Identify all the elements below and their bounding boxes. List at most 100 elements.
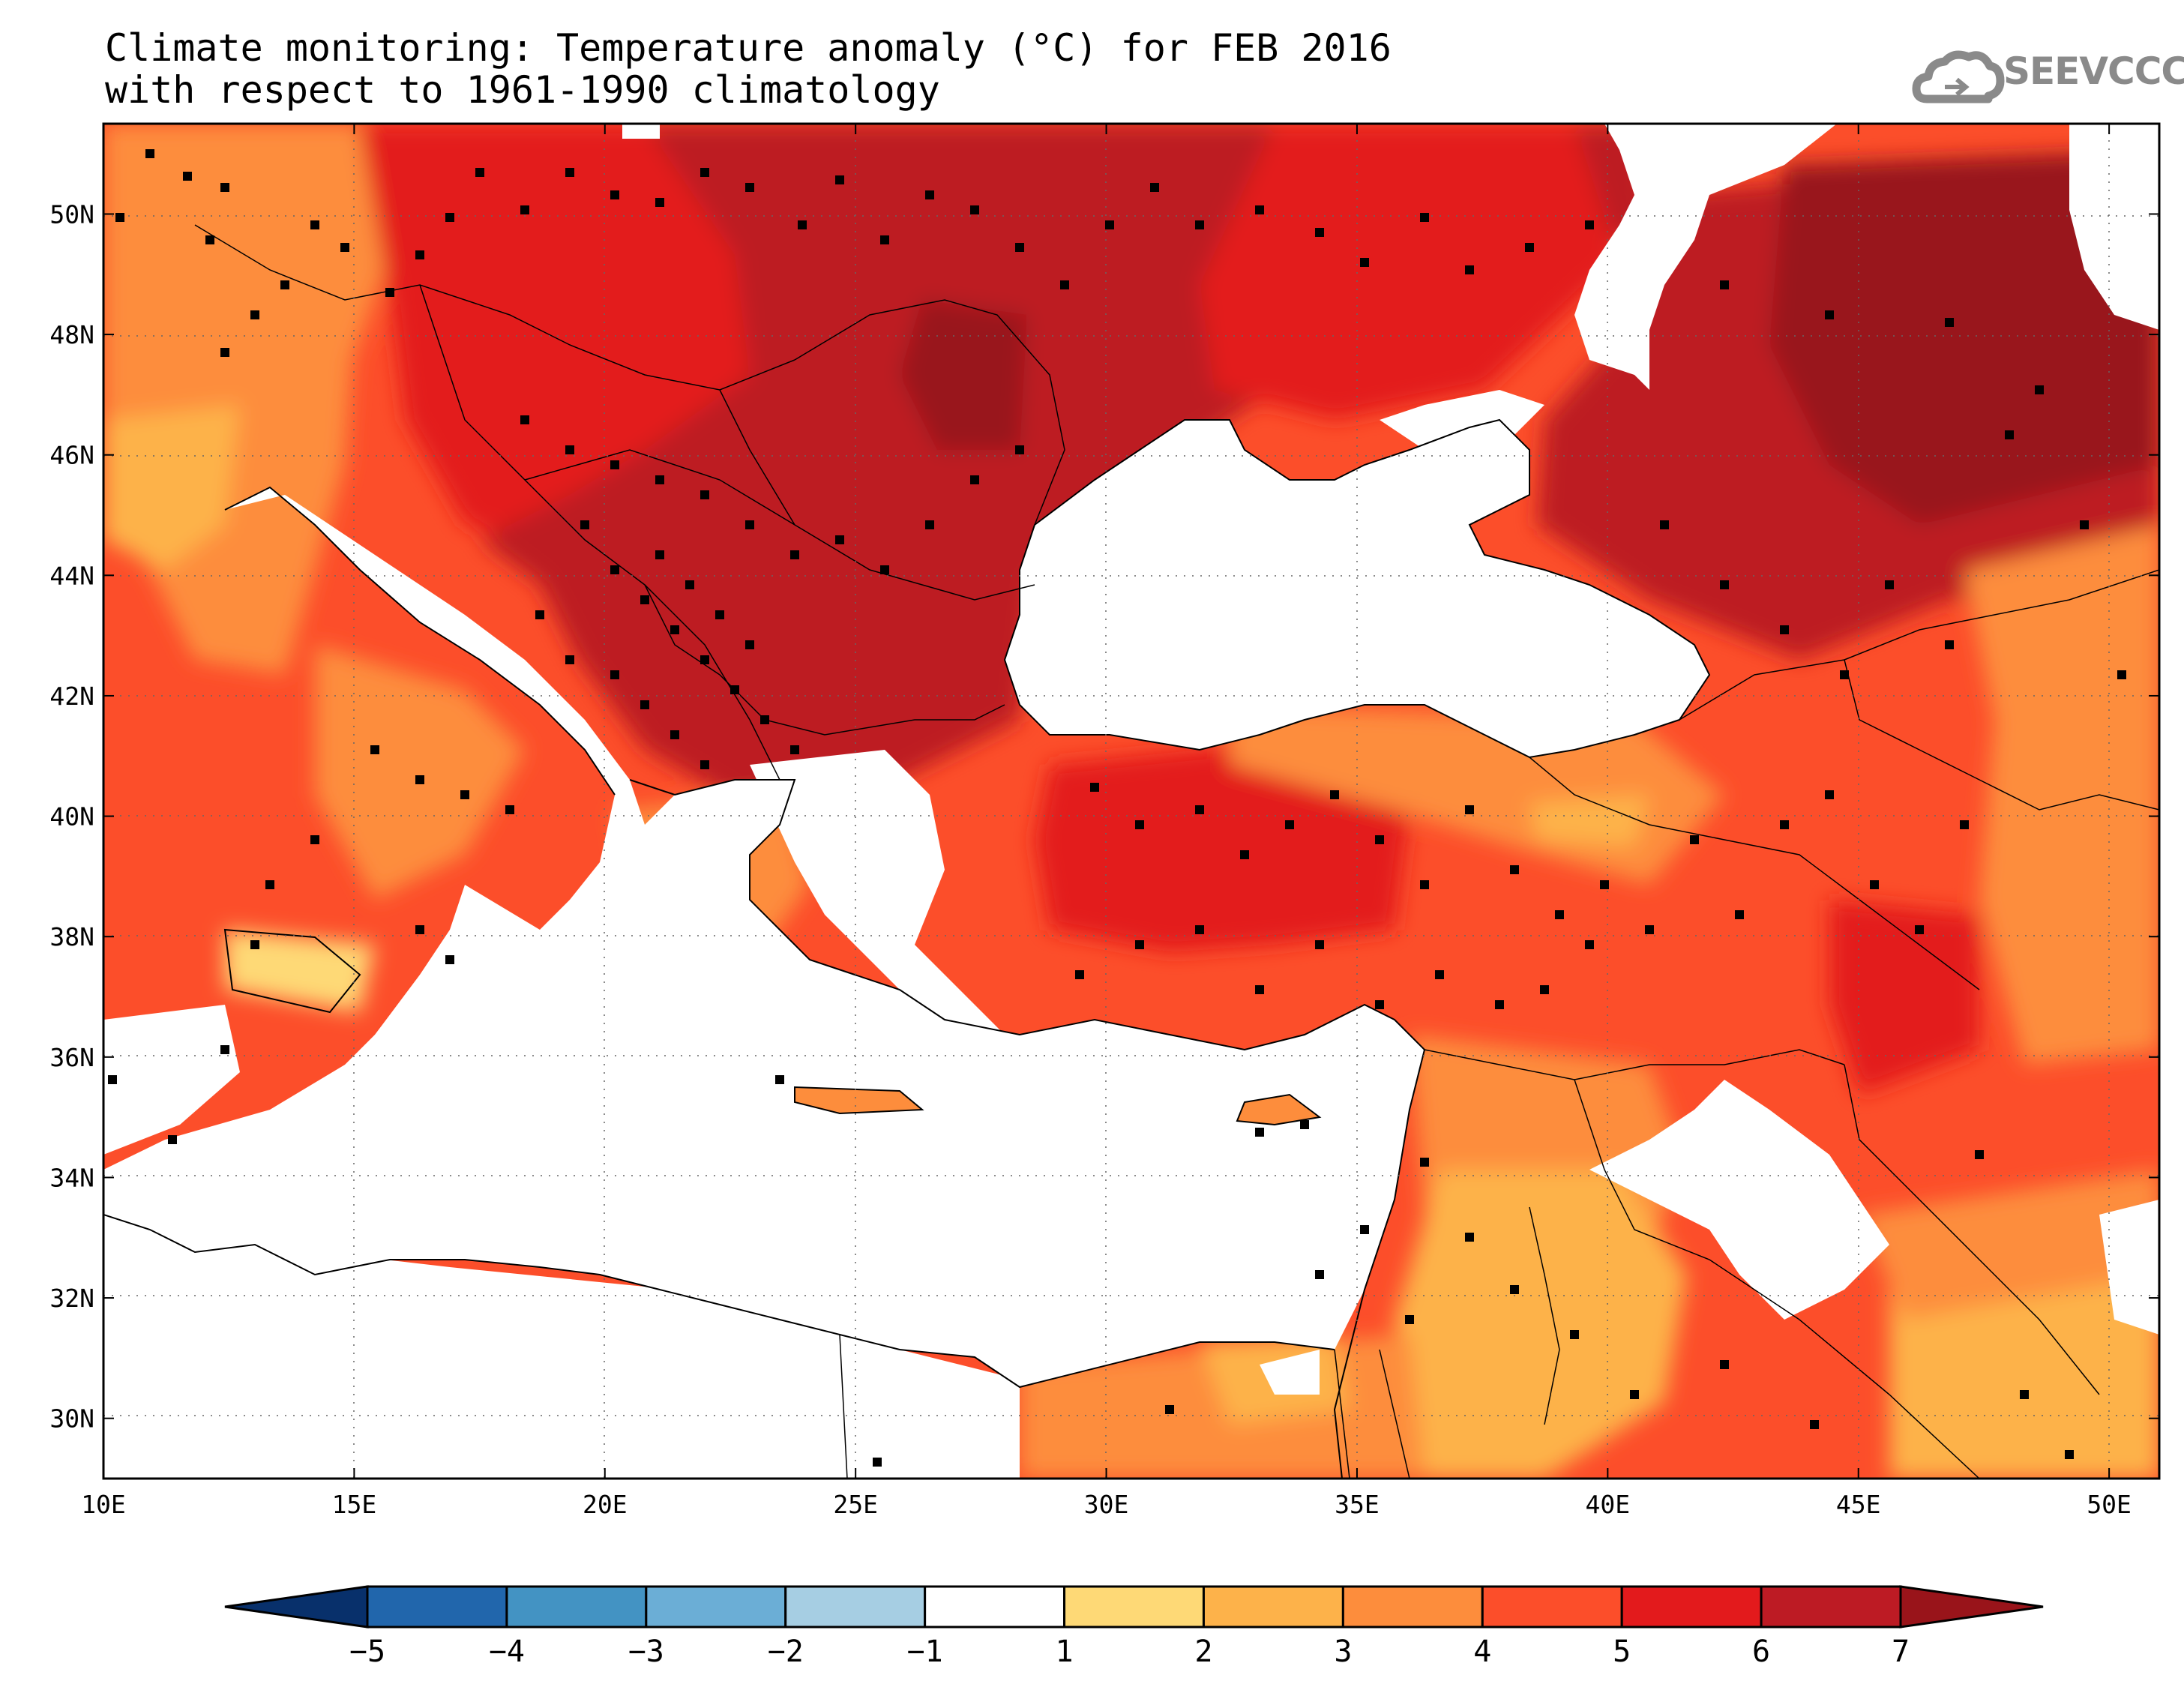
map-frame bbox=[102, 122, 2161, 1480]
station-marker bbox=[1015, 445, 1024, 454]
colorbar-label: 2 bbox=[1194, 1635, 1212, 1669]
lon-tick-label: 30E bbox=[1084, 1490, 1129, 1519]
station-marker bbox=[1585, 940, 1594, 949]
station-marker bbox=[1630, 1390, 1639, 1399]
station-marker bbox=[415, 250, 424, 259]
station-marker bbox=[655, 475, 664, 484]
station-marker bbox=[655, 550, 664, 559]
graticule bbox=[103, 124, 2159, 1479]
colorbar-segment bbox=[366, 1585, 508, 1629]
station-marker bbox=[1780, 820, 1789, 829]
colorbar-segment bbox=[924, 1585, 1066, 1629]
cloud-icon bbox=[1912, 50, 2005, 103]
station-marker bbox=[1825, 310, 1834, 319]
station-marker bbox=[1660, 520, 1669, 529]
colorbar-label: −4 bbox=[489, 1635, 525, 1669]
anomaly-area-2-3-arabia bbox=[1395, 1170, 1687, 1479]
anomaly-area-2-3-gulf bbox=[1889, 1260, 2159, 1479]
lat-tick-label: 48N bbox=[49, 320, 94, 349]
lat-tick-label: 46N bbox=[49, 441, 94, 470]
station-marker bbox=[1720, 280, 1729, 289]
colorbar-segment bbox=[505, 1585, 648, 1629]
colorbar-label: −2 bbox=[768, 1635, 804, 1669]
station-marker bbox=[1075, 970, 1084, 979]
station-marker bbox=[1375, 835, 1384, 844]
lon-tick-label: 50E bbox=[2087, 1490, 2132, 1519]
colorbar-arrow-high bbox=[1899, 1585, 2044, 1629]
station-marker bbox=[415, 775, 424, 784]
station-marker bbox=[610, 190, 619, 199]
station-marker bbox=[520, 415, 529, 424]
country-borders bbox=[194, 224, 2159, 1479]
station-marker bbox=[798, 220, 807, 229]
station-marker bbox=[183, 172, 192, 181]
station-marker bbox=[1945, 318, 1954, 327]
station-marker bbox=[2065, 1450, 2074, 1459]
station-marker bbox=[835, 175, 844, 184]
station-marker bbox=[700, 760, 709, 769]
station-marker bbox=[880, 565, 889, 574]
station-marker bbox=[1510, 865, 1519, 874]
station-marker bbox=[535, 610, 544, 619]
station-marker bbox=[1150, 183, 1159, 192]
station-marker bbox=[220, 1045, 229, 1054]
colorbar-label: 1 bbox=[1055, 1635, 1073, 1669]
station-marker bbox=[1870, 880, 1879, 889]
station-marker bbox=[1975, 1150, 1984, 1159]
station-marker bbox=[775, 1075, 784, 1084]
station-marker bbox=[1420, 880, 1429, 889]
station-marker bbox=[1645, 925, 1654, 934]
anomaly-area-5-6-east bbox=[1200, 124, 1619, 420]
station-marker bbox=[145, 149, 154, 158]
chart-title-line-1: Climate monitoring: Temperature anomaly … bbox=[105, 26, 1392, 70]
station-marker bbox=[168, 1135, 177, 1144]
station-marker bbox=[1285, 820, 1294, 829]
station-marker bbox=[835, 535, 844, 544]
station-marker bbox=[1540, 985, 1549, 994]
colorbar-segment bbox=[645, 1585, 787, 1629]
station-marker bbox=[730, 685, 739, 694]
lon-tick-label: 45E bbox=[1836, 1490, 1881, 1519]
station-marker bbox=[610, 460, 619, 469]
lat-tick-label: 40N bbox=[49, 802, 94, 832]
lat-tick-label: 36N bbox=[49, 1043, 94, 1072]
lat-tick-label: 44N bbox=[49, 561, 94, 590]
anomaly-area-gt-7 bbox=[900, 300, 1027, 450]
colorbar-segment bbox=[1620, 1585, 1763, 1629]
station-marker bbox=[445, 955, 454, 964]
station-marker bbox=[108, 1075, 117, 1084]
station-marker bbox=[1135, 940, 1144, 949]
station-marker bbox=[1255, 1128, 1264, 1137]
station-marker bbox=[1255, 205, 1264, 214]
station-marker bbox=[700, 655, 709, 664]
station-marker bbox=[115, 213, 124, 222]
station-marker bbox=[310, 835, 319, 844]
lon-tick-label: 20E bbox=[583, 1490, 628, 1519]
station-marker bbox=[1720, 1360, 1729, 1369]
station-marker bbox=[1885, 580, 1894, 589]
station-marker bbox=[1360, 258, 1369, 267]
station-marker bbox=[1315, 1270, 1324, 1279]
station-marker bbox=[2117, 670, 2126, 679]
axis-ticks: 10E 15E 20E 25E 30E 35E 40E 45E 50E 30N 32N 34N 36N 3… bbox=[49, 124, 2159, 1519]
station-marker bbox=[1420, 213, 1429, 222]
station-marker bbox=[220, 348, 229, 357]
station-marker bbox=[970, 475, 979, 484]
station-marker bbox=[340, 243, 349, 252]
station-marker bbox=[2080, 520, 2089, 529]
station-marker bbox=[1195, 925, 1204, 934]
station-marker bbox=[565, 655, 574, 664]
colorbar-arrow-low bbox=[224, 1585, 369, 1629]
colorbar-segment bbox=[784, 1585, 927, 1629]
station-marker bbox=[1510, 1285, 1519, 1294]
station-marker bbox=[385, 288, 394, 297]
station-marker bbox=[1315, 228, 1324, 237]
colorbar-label: 4 bbox=[1473, 1635, 1491, 1669]
station-marker bbox=[250, 310, 259, 319]
station-marker bbox=[1060, 280, 1069, 289]
lat-tick-label: 50N bbox=[49, 199, 94, 229]
station-marker bbox=[1165, 1405, 1174, 1414]
station-marker bbox=[220, 183, 229, 192]
anomaly-area-2-3 bbox=[103, 405, 240, 570]
